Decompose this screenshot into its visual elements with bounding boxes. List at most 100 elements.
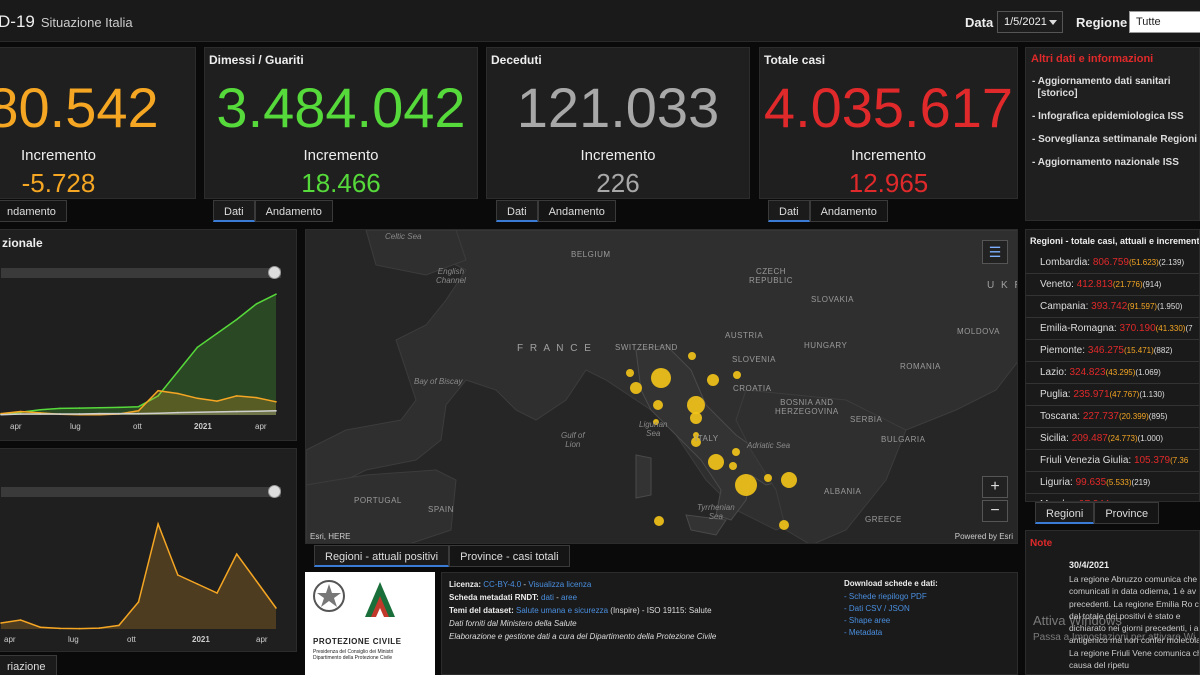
region-row[interactable]: Piemonte: 346.275(15.471)(882): [1026, 340, 1199, 362]
region-total: 806.759: [1092, 257, 1129, 268]
tab-andamento[interactable]: ndamento: [0, 200, 67, 222]
map-label: SERBIA: [850, 415, 883, 424]
region-bubble[interactable]: [781, 472, 797, 488]
download-csv-link[interactable]: - Dati CSV / JSON: [844, 604, 910, 613]
rndt-aree-link[interactable]: aree: [561, 593, 578, 602]
tab-dati[interactable]: Dati: [768, 200, 810, 222]
rndt-dati-link[interactable]: dati: [541, 593, 554, 602]
region-name: Emilia-Romagna:: [1040, 323, 1120, 334]
region-row[interactable]: Toscana: 227.737(20.399)(895): [1026, 406, 1199, 428]
windows-watermark-sub: Passa a Impostazioni per attivare Wi: [1033, 632, 1196, 643]
license-link[interactable]: CC-BY-4.0: [483, 580, 522, 589]
region-total: 97.244: [1079, 499, 1110, 501]
region-bubble[interactable]: [691, 437, 701, 447]
region-current: (24.773): [1107, 434, 1138, 443]
region-row[interactable]: Campania: 393.742(91.597)(1.950): [1026, 296, 1199, 318]
region-bubble[interactable]: [653, 400, 663, 410]
region-bubble[interactable]: [707, 374, 719, 386]
tab-dati[interactable]: Dati: [496, 200, 538, 222]
region-name: Liguria:: [1040, 477, 1076, 488]
info-link-aggiornamento[interactable]: - Aggiornamento dati sanitari [storico]: [1032, 76, 1171, 99]
slider-handle[interactable]: [268, 485, 281, 498]
region-bubble[interactable]: [690, 412, 702, 424]
tab-dati[interactable]: Dati: [213, 200, 255, 222]
map-attribution-esri[interactable]: Powered by Esri: [954, 532, 1013, 541]
info-link-iss[interactable]: - Aggiornamento nazionale ISS: [1032, 157, 1179, 168]
region-bubble[interactable]: [764, 474, 772, 482]
data-point: [98, 627, 101, 629]
region-bubble[interactable]: [630, 382, 642, 394]
x-tick: 2021: [192, 635, 210, 644]
region-row[interactable]: Lazio: 324.823(43.295)(1.069): [1026, 362, 1199, 384]
info-link-sorveglianza[interactable]: - Sorveglianza settimanale Regioni: [1032, 134, 1198, 145]
data-point: [118, 624, 120, 627]
time-slider[interactable]: [1, 487, 281, 497]
stat-label: Totale casi: [764, 53, 826, 67]
tab-regioni-attuali[interactable]: Regioni - attuali positivi: [314, 545, 450, 567]
tab-andamento[interactable]: Andamento: [809, 200, 888, 222]
region-select[interactable]: Tutte: [1129, 11, 1200, 33]
region-bubble[interactable]: [708, 454, 724, 470]
chart2-tabs: riazione: [0, 655, 57, 675]
license-line: Licenza: CC-BY-4.0 - Visualizza licenza: [449, 580, 592, 589]
download-shape-link[interactable]: - Shape aree: [844, 616, 891, 625]
slider-handle[interactable]: [268, 266, 281, 279]
region-bubble[interactable]: [729, 462, 737, 470]
tab-variazione[interactable]: riazione: [0, 655, 57, 675]
region-bubble[interactable]: [732, 448, 740, 456]
data-point: [78, 407, 81, 409]
info-link-infografica[interactable]: - Infografica epidemiologica ISS: [1032, 111, 1184, 122]
stat-increment-label: Incremento: [303, 147, 379, 164]
region-bubble[interactable]: [779, 520, 789, 530]
region-row[interactable]: Lombardia: 806.759(51.623)(2.139): [1026, 252, 1199, 274]
region-name: Sicilia:: [1040, 433, 1072, 444]
chart-plot-nazionale: [0, 293, 277, 416]
region-bubble[interactable]: [733, 371, 741, 379]
region-bubble[interactable]: [735, 474, 757, 496]
region-bubble[interactable]: [626, 369, 634, 377]
stat-increment-label: Incremento: [20, 147, 97, 164]
date-select[interactable]: 1/5/2021: [997, 11, 1063, 33]
region-bubble[interactable]: [693, 432, 699, 438]
tab-province-totali[interactable]: Province - casi totali: [449, 545, 570, 567]
data-point: [0, 622, 2, 624]
map-basemap: [306, 230, 1017, 543]
region-row[interactable]: Puglia: 235.971(47.767)(1.130): [1026, 384, 1199, 406]
region-list-panel: Regioni - totale casi, attuali e increme…: [1025, 229, 1200, 502]
region-bubble[interactable]: [687, 396, 705, 414]
region-row[interactable]: Friuli Venezia Giulia: 105.379(7.36: [1026, 450, 1199, 472]
region-row[interactable]: Sicilia: 209.487(24.773)(1.000): [1026, 428, 1199, 450]
themes-link[interactable]: Salute umana e sicurezza: [516, 606, 609, 615]
time-slider[interactable]: [1, 268, 281, 278]
tab-province[interactable]: Province: [1094, 502, 1160, 524]
map-view[interactable]: Celtic Sea English Channel BELGIUM CZECH…: [305, 229, 1018, 544]
data-point: [19, 410, 22, 413]
region-bubble[interactable]: [651, 368, 671, 388]
land-sardinia: [635, 454, 652, 499]
region-row[interactable]: Liguria: 99.635(5.533)(219): [1026, 472, 1199, 494]
tab-regioni[interactable]: Regioni: [1035, 502, 1095, 524]
region-bubble[interactable]: [654, 516, 664, 526]
map-label: CZECH REPUBLIC: [749, 267, 794, 285]
list-icon[interactable]: ☰: [982, 240, 1008, 264]
stat-tabs-4: Dati Andamento: [768, 200, 888, 222]
zoom-out-button[interactable]: −: [982, 500, 1008, 522]
download-pdf-link[interactable]: - Schede riepilogo PDF: [844, 592, 927, 601]
tab-andamento[interactable]: Andamento: [254, 200, 333, 222]
license-view-link[interactable]: Visualizza licenza: [528, 580, 592, 589]
zoom-in-button[interactable]: +: [982, 476, 1008, 498]
data-point: [196, 411, 199, 414]
region-row[interactable]: Veneto: 412.813(21.776)(914): [1026, 274, 1199, 296]
region-row[interactable]: Marche: 97.244: [1026, 494, 1199, 501]
x-tick: ott: [133, 422, 142, 431]
region-bubble[interactable]: [653, 419, 659, 425]
map-label: SLOVENIA: [732, 355, 777, 364]
tab-andamento[interactable]: Andamento: [537, 200, 616, 222]
land-uk: [365, 230, 467, 276]
region-bubble[interactable]: [688, 352, 696, 360]
protezione-civile-logo: PROTEZIONE CIVILE Presidenza del Consigl…: [305, 572, 435, 675]
region-row[interactable]: Emilia-Romagna: 370.190(41.330)(7: [1026, 318, 1199, 340]
download-metadata-link[interactable]: - Metadata: [844, 628, 883, 637]
header-bar: D-19 Situazione Italia Data 1/5/2021 Regi…: [0, 0, 1200, 42]
region-current: (5.533): [1106, 478, 1132, 487]
